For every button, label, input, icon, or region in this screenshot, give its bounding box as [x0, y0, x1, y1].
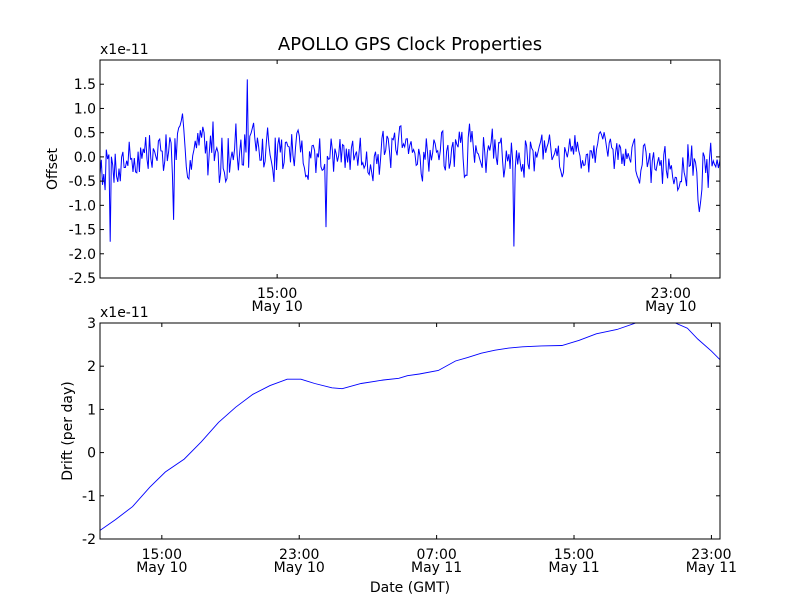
y-tick-label: -1.5 — [69, 223, 96, 239]
chart-title: APOLLO GPS Clock Properties — [278, 34, 542, 55]
x-tick-time-label: 15:00 — [257, 286, 297, 302]
y-axis-label: Drift (per day) — [60, 381, 76, 480]
y-tick-label: 1 — [87, 402, 96, 418]
y-tick-label: 0.0 — [74, 150, 96, 166]
y-tick-label: 3 — [87, 316, 96, 332]
x-tick-time-label: 15:00 — [142, 547, 182, 563]
x-tick-date-label: May 10 — [252, 299, 303, 315]
y-tick-label: -2 — [82, 532, 96, 548]
x-tick-time-label: 23:00 — [651, 286, 691, 302]
x-tick-date-label: May 10 — [274, 560, 325, 576]
x-tick-date-label: May 11 — [548, 560, 599, 576]
y-tick-label: 0.5 — [74, 126, 96, 142]
x-tick-date-label: May 10 — [645, 299, 696, 315]
y-tick-label: -2.5 — [69, 271, 96, 287]
y-tick-label: -1.0 — [69, 198, 96, 214]
y-tick-label: -1 — [82, 489, 96, 505]
offset-series-line — [100, 79, 720, 247]
x-tick-date-label: May 11 — [411, 560, 462, 576]
drift-series-line — [100, 323, 720, 531]
y-multiplier-label: x1e-11 — [100, 42, 149, 58]
y-tick-label: -2.0 — [69, 247, 96, 263]
plot-frame — [99, 59, 721, 279]
offset-panel: -2.5-2.0-1.5-1.0-0.50.00.51.01.515:00May… — [45, 42, 721, 315]
x-tick-time-label: 23:00 — [279, 547, 319, 563]
y-tick-label: 1.5 — [74, 77, 96, 93]
x-tick-time-label: 23:00 — [691, 547, 731, 563]
y-tick-label: 0 — [87, 446, 96, 462]
x-tick-date-label: May 11 — [686, 560, 737, 576]
x-tick-time-label: 15:00 — [554, 547, 594, 563]
x-tick-time-label: 07:00 — [416, 547, 456, 563]
y-axis-label: Offset — [45, 147, 61, 190]
x-tick-date-label: May 10 — [136, 560, 187, 576]
x-axis-label: Date (GMT) — [370, 580, 450, 596]
y-tick-label: -0.5 — [69, 174, 96, 190]
y-tick-label: 2 — [87, 359, 96, 375]
plot-frame — [99, 322, 721, 540]
y-multiplier-label: x1e-11 — [100, 305, 149, 321]
y-tick-label: 1.0 — [74, 101, 96, 117]
